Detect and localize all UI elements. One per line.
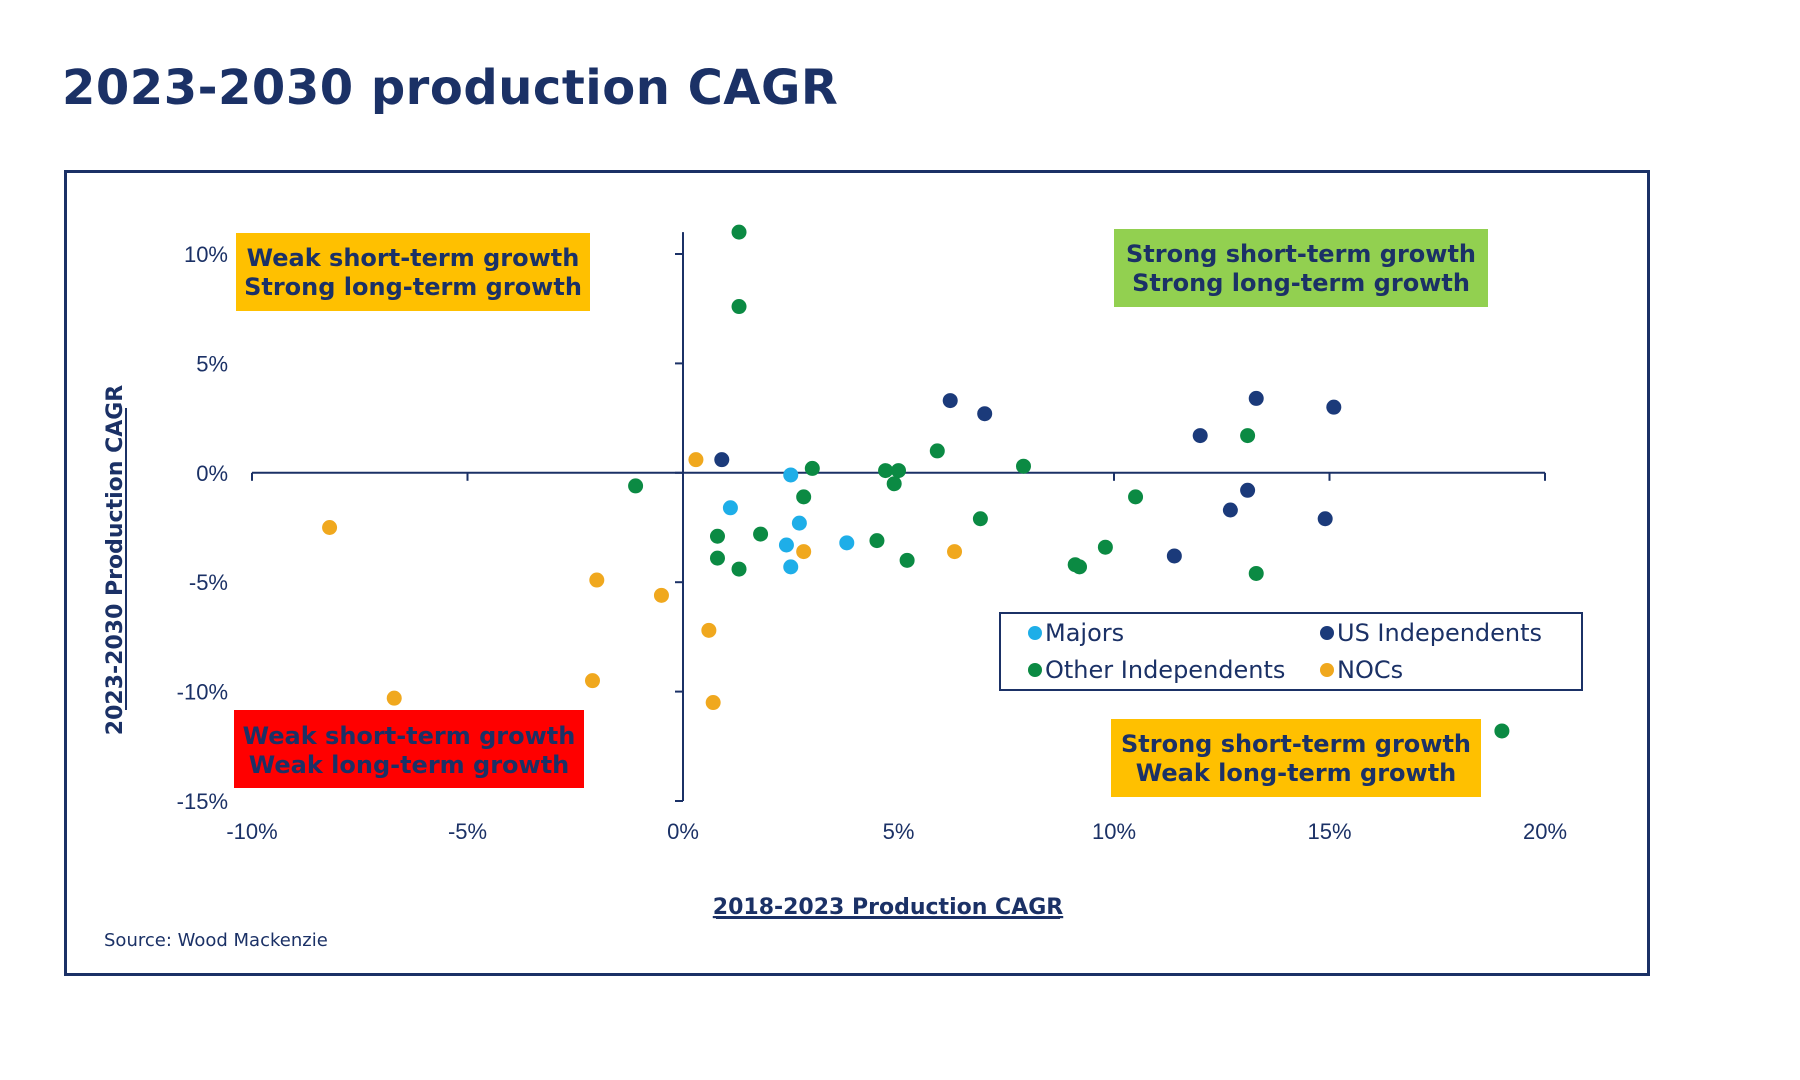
y-tick-label: 10% <box>184 242 228 267</box>
point-other-independents <box>972 511 988 527</box>
y-tick-label: -10% <box>177 680 228 705</box>
point-us-independents <box>1248 390 1264 406</box>
point-majors <box>839 535 855 551</box>
x-tick-label: -10% <box>226 819 277 844</box>
point-us-independents <box>714 452 730 468</box>
point-us-independents <box>942 393 958 409</box>
point-nocs <box>322 520 338 535</box>
legend-label-majors: Majors <box>1045 619 1124 647</box>
x-tick-label: -5% <box>448 819 487 844</box>
point-other-independents <box>929 443 945 459</box>
quadrant-box-top-right <box>1114 229 1488 307</box>
point-other-independents <box>899 552 915 568</box>
point-nocs <box>589 572 605 588</box>
point-nocs <box>688 452 704 468</box>
point-other-independents <box>796 489 812 505</box>
legend: Majors US Independents Other Independent… <box>999 612 1583 691</box>
point-other-independents <box>1240 428 1256 444</box>
point-other-independents <box>731 561 747 577</box>
x-tick-label: 10% <box>1092 819 1136 844</box>
point-other-independents <box>886 476 902 492</box>
point-other-independents <box>1494 723 1510 739</box>
quadrant-bottom-right-line2: Weak long-term growth <box>1136 759 1457 787</box>
legend-label-other-independents: Other Independents <box>1045 656 1285 684</box>
point-nocs <box>584 673 600 689</box>
x-tick-label: 20% <box>1523 819 1567 844</box>
quadrant-top-right-line2: Strong long-term growth <box>1132 269 1470 297</box>
quadrant-top-right-line1: Strong short-term growth <box>1126 240 1476 268</box>
point-other-independents <box>731 224 747 240</box>
legend-label-us-independents: US Independents <box>1337 619 1542 647</box>
point-us-independents <box>1166 548 1182 564</box>
point-other-independents <box>878 463 894 479</box>
legend-marker-majors <box>1028 626 1042 640</box>
legend-box <box>999 612 1583 691</box>
point-majors <box>783 467 799 483</box>
point-nocs <box>701 622 717 638</box>
quadrant-top-left-line2: Strong long-term growth <box>244 273 582 301</box>
quadrant-bottom-left-line1: Weak short-term growth <box>243 722 576 750</box>
quadrant-bottom-left-line2: Weak long-term growth <box>249 751 570 779</box>
legend-marker-other-independents <box>1028 663 1042 677</box>
point-other-independents <box>891 463 906 479</box>
page-title: 2023-2030 production CAGR <box>62 60 839 116</box>
point-other-independents <box>1015 458 1031 474</box>
point-other-independents <box>1097 539 1113 555</box>
x-tick-label: 0% <box>667 819 699 844</box>
point-other-independents <box>628 478 644 494</box>
y-tick-label: 5% <box>196 351 228 376</box>
point-nocs <box>386 690 402 706</box>
quadrant-box-bottom-left <box>234 710 584 788</box>
point-other-independents <box>731 299 747 315</box>
quadrant-top-left: Weak short-term growth Strong long-term … <box>236 233 590 311</box>
quadrant-bottom-left: Weak short-term growth Weak long-term gr… <box>234 710 584 788</box>
quadrant-top-left-line1: Weak short-term growth <box>247 244 580 272</box>
point-other-independents <box>1072 559 1088 575</box>
point-other-independents <box>804 460 820 476</box>
quadrant-box-bottom-right <box>1111 719 1481 797</box>
point-majors <box>791 515 807 531</box>
point-other-independents <box>1128 489 1144 505</box>
point-nocs <box>653 587 669 603</box>
point-us-independents <box>1240 482 1256 498</box>
y-tick-label: 0% <box>196 461 228 486</box>
data-points <box>322 224 1510 739</box>
point-nocs <box>947 544 963 560</box>
point-majors <box>778 537 794 553</box>
x-tick-label: 5% <box>883 819 915 844</box>
point-us-independents <box>1326 399 1342 415</box>
point-majors <box>722 500 738 516</box>
legend-marker-us-independents <box>1320 626 1334 640</box>
quadrant-box-top-left <box>236 233 590 311</box>
point-other-independents <box>1248 565 1264 581</box>
x-tick-label: 15% <box>1307 819 1351 844</box>
y-axis-title: 2023-2030 Production CAGR <box>103 385 128 736</box>
x-axis-title: 2018-2023 Production CAGR <box>713 895 1064 920</box>
legend-marker-nocs <box>1320 663 1334 677</box>
y-tick-label: -15% <box>177 789 228 814</box>
point-nocs <box>796 544 812 560</box>
quadrant-bottom-right-line1: Strong short-term growth <box>1121 730 1471 758</box>
tick-labels: -10% -5% 0% 5% 10% 15% 20% 10% 5% 0% -5% -10% -15% <box>177 242 1567 844</box>
point-other-independents <box>869 533 885 549</box>
point-us-independents <box>977 406 993 422</box>
point-majors <box>783 559 799 575</box>
point-other-independents <box>753 526 769 542</box>
point-other-independents <box>709 550 725 566</box>
point-us-independents <box>1222 502 1238 518</box>
point-other-independents <box>709 528 725 544</box>
point-us-independents <box>1192 428 1208 444</box>
quadrant-top-right: Strong short-term growth Strong long-ter… <box>1114 229 1488 307</box>
source-note: Source: Wood Mackenzie <box>104 930 328 951</box>
chart-frame <box>64 170 1650 976</box>
quadrant-bottom-right: Strong short-term growth Weak long-term … <box>1111 719 1481 797</box>
point-nocs <box>705 695 721 711</box>
legend-label-nocs: NOCs <box>1337 656 1403 684</box>
y-tick-label: -5% <box>189 570 228 595</box>
point-us-independents <box>1317 511 1333 527</box>
